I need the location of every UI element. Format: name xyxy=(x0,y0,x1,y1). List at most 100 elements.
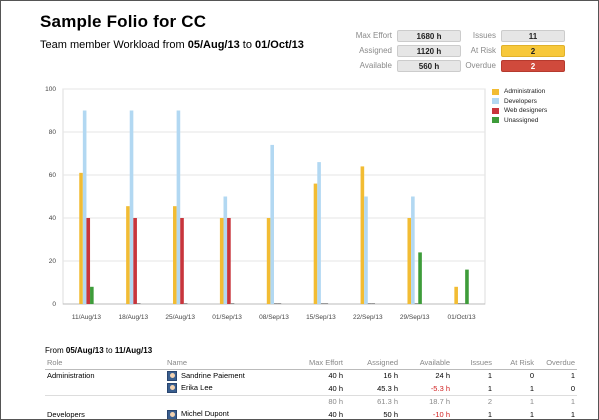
chart-legend: Administration Developers Web designers … xyxy=(492,87,547,125)
table-date-range: From 05/Aug/13 to 11/Aug/13 xyxy=(45,346,152,355)
avatar xyxy=(167,409,177,419)
cell-assigned: 61.3 h xyxy=(345,394,400,408)
cell-role xyxy=(45,394,165,408)
bar-web-designers xyxy=(227,218,231,304)
bar-administration xyxy=(360,166,365,304)
x-tick-label: 01/Sep/13 xyxy=(212,314,242,321)
available-label: Available xyxy=(359,61,392,70)
cell-name xyxy=(165,394,290,408)
workload-chart: 0 20 40 60 80 100 11/Aug/13 18/Aug/13 25/Aug/13 0… xyxy=(45,86,486,321)
y-tick-label: 40 xyxy=(49,215,57,222)
cell-overdue[interactable]: 0 xyxy=(570,383,575,393)
cell-name[interactable]: Michel Dupont xyxy=(165,408,290,419)
cell-overdue[interactable]: 1 xyxy=(570,371,575,381)
legend-label-web-designers: Web designers xyxy=(504,107,548,115)
workload-subtitle: Team member Workload from 05/Aug/13 to 0… xyxy=(40,39,304,51)
overdue-value: 2 xyxy=(501,59,565,72)
x-tick-label: 22/Sep/13 xyxy=(353,314,383,321)
cell-role xyxy=(45,382,165,395)
col-header-available[interactable]: Available xyxy=(400,356,452,370)
legend-label-administration: Administration xyxy=(504,88,546,96)
bar-web-designers xyxy=(180,218,184,304)
col-header-overdue[interactable]: Overdue xyxy=(536,356,577,370)
cell-assigned: 50 h xyxy=(383,410,398,419)
y-tick-label: 60 xyxy=(49,172,57,179)
table-row: Erika Lee 40 h 45.3 h -5.3 h 1 1 0 xyxy=(45,382,577,395)
bar-developers xyxy=(364,196,368,304)
subtitle-mid: to xyxy=(239,39,255,51)
legend-swatch-web-designers xyxy=(492,107,499,114)
workload-table: Role Name Max Effort Assigned Available … xyxy=(45,356,577,419)
legend-item-administration: Administration xyxy=(492,87,547,97)
x-tick-label: 08/Sep/13 xyxy=(259,314,289,321)
table-header-row: Role Name Max Effort Assigned Available … xyxy=(45,356,577,370)
avatar xyxy=(167,370,177,381)
member-name[interactable]: Sandrine Paiement xyxy=(181,370,245,380)
at-risk-value: 2 xyxy=(501,44,565,57)
legend-swatch-administration xyxy=(492,88,499,95)
bar-developers xyxy=(176,110,181,304)
bar-web-designers xyxy=(367,303,372,304)
bar-developers xyxy=(270,144,274,304)
cell-at-risk[interactable]: 1 xyxy=(529,410,534,419)
member-name[interactable]: Michel Dupont xyxy=(181,409,229,419)
cell-available: 24 h xyxy=(435,371,450,381)
col-header-role[interactable]: Role xyxy=(45,356,165,370)
bar-unassigned xyxy=(418,252,422,304)
bar-web-designers xyxy=(461,303,466,304)
cell-max-effort: 40 h xyxy=(328,383,343,393)
table-row: Administration Sandrine Paiement 40 h 16… xyxy=(45,369,577,382)
bar-unassigned xyxy=(183,303,188,304)
y-tick-label: 80 xyxy=(49,129,57,136)
bar-developers xyxy=(82,110,87,304)
bar-unassigned xyxy=(90,286,94,304)
cell-at-risk: 1 xyxy=(494,394,536,408)
x-tick-label: 25/Aug/13 xyxy=(165,314,195,321)
table-row: Developers Michel Dupont 40 h 50 h -10 h… xyxy=(45,408,577,419)
cell-available: -10 h xyxy=(432,410,450,419)
member-name[interactable]: Erika Lee xyxy=(181,383,213,393)
subtitle-date-from: 05/Aug/13 xyxy=(187,39,240,51)
y-tick-label: 100 xyxy=(45,86,56,93)
cell-max-effort: 80 h xyxy=(290,394,345,408)
col-header-assigned[interactable]: Assigned xyxy=(345,356,400,370)
bar-administration xyxy=(266,218,271,304)
col-header-name[interactable]: Name xyxy=(165,356,290,370)
legend-item-web-designers: Web designers xyxy=(492,106,547,116)
cell-name[interactable]: Sandrine Paiement xyxy=(165,369,290,382)
cell-overdue[interactable]: 1 xyxy=(570,410,575,419)
cell-issues[interactable]: 1 xyxy=(487,410,492,419)
bar-administration xyxy=(173,206,177,304)
cell-issues[interactable]: 1 xyxy=(487,383,492,393)
bar-unassigned xyxy=(465,269,469,304)
col-header-at-risk[interactable]: At Risk xyxy=(494,356,536,370)
cell-at-risk[interactable]: 0 xyxy=(529,371,534,381)
bar-administration xyxy=(79,172,83,304)
legend-item-developers: Developers xyxy=(492,97,547,107)
col-header-max-effort[interactable]: Max Effort xyxy=(290,356,345,370)
x-tick-label: 11/Aug/13 xyxy=(72,314,102,321)
cell-name[interactable]: Erika Lee xyxy=(165,382,290,395)
bar-administration xyxy=(313,183,318,304)
bar-web-designers xyxy=(274,303,278,304)
bar-unassigned xyxy=(371,303,375,304)
bar-web-designers xyxy=(86,218,91,304)
bar-web-designers xyxy=(133,218,137,304)
x-tick-label: 01/Oct/13 xyxy=(447,314,476,321)
cell-assigned: 16 h xyxy=(383,371,398,381)
legend-item-unassigned: Unassigned xyxy=(492,116,547,126)
bar-unassigned xyxy=(230,303,235,304)
available-value: 560 h xyxy=(397,59,461,72)
overdue-label: Overdue xyxy=(465,61,496,70)
bar-web-designers xyxy=(414,303,419,304)
assigned-value: 1120 h xyxy=(397,44,461,57)
bar-developers xyxy=(129,110,134,304)
cell-at-risk[interactable]: 1 xyxy=(529,383,534,393)
col-header-issues[interactable]: Issues xyxy=(452,356,494,370)
y-tick-label: 0 xyxy=(52,301,56,308)
at-risk-label: At Risk xyxy=(470,46,496,55)
x-tick-label: 15/Sep/13 xyxy=(306,314,336,321)
cell-issues[interactable]: 1 xyxy=(487,371,492,381)
y-tick-label: 20 xyxy=(49,258,57,265)
bar-administration xyxy=(126,206,130,304)
